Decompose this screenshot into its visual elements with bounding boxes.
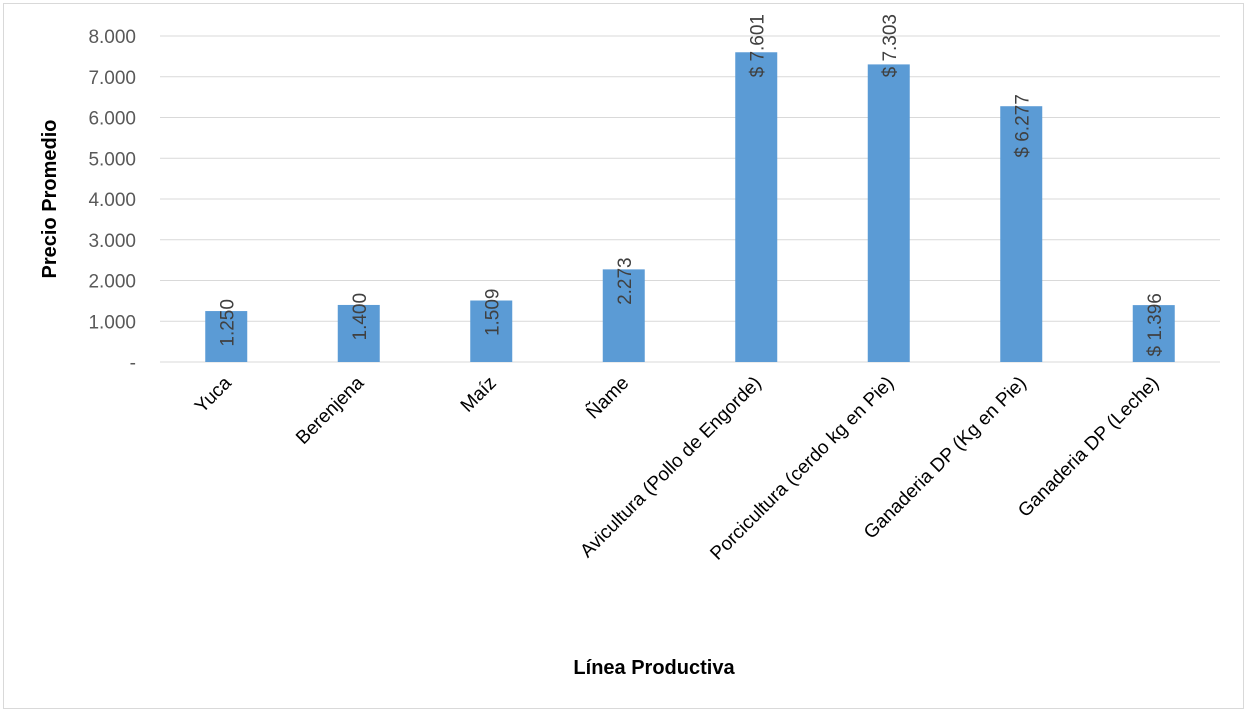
y-axis-ticks: - 1.000 2.000 3.000 4.000 5.000 6.000 7.000 8.00… (88, 27, 136, 374)
x-tick-label: Ñame (582, 372, 633, 423)
y-tick-label: 5.000 (88, 149, 136, 170)
data-label: $ 6.277 (1012, 94, 1033, 157)
y-tick-label: - (130, 353, 136, 374)
x-axis-title: Línea Productiva (573, 657, 735, 679)
y-tick-label: 7.000 (88, 68, 136, 89)
y-tick-label: 6.000 (88, 109, 136, 130)
x-tick-label: Maíz (457, 373, 501, 417)
bar (1132, 305, 1175, 362)
y-tick-label: 8.000 (88, 27, 136, 48)
data-label: 1.509 (482, 289, 503, 337)
bar (470, 300, 513, 362)
bar (867, 64, 910, 363)
bar (1000, 106, 1043, 362)
y-tick-label: 1.000 (88, 312, 136, 333)
bar (337, 304, 380, 362)
y-tick-label: 3.000 (88, 231, 136, 252)
data-labels: 1.250 1.400 1.509 2.273 $ 7.601 $ 7.303 $ 6.27… (217, 14, 1166, 357)
bars (205, 52, 1175, 363)
x-tick-label: Berenjena (292, 372, 368, 448)
data-label: $ 1.396 (1145, 293, 1166, 356)
gridlines (160, 35, 1220, 363)
data-label: 2.273 (615, 257, 636, 305)
bar (602, 269, 645, 362)
data-label: 1.400 (350, 293, 371, 341)
x-tick-label: Ganaderia DP (Leche) (1014, 373, 1163, 522)
data-label: $ 7.303 (880, 14, 901, 77)
data-label: $ 7.601 (747, 14, 768, 77)
y-tick-label: 4.000 (88, 190, 136, 211)
bar (735, 52, 778, 363)
data-label: 1.250 (217, 299, 238, 347)
y-tick-label: 2.000 (88, 272, 136, 293)
y-axis-title: Precio Promedio (39, 120, 61, 279)
bar (205, 311, 248, 362)
x-tick-label: Yuca (191, 372, 236, 417)
